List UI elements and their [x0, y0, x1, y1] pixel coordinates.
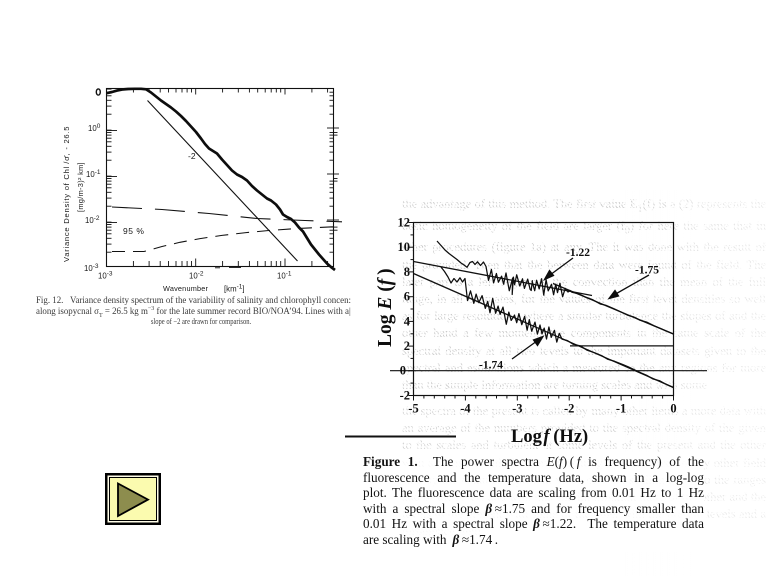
- svg-text:Log E (f ): Log E (f ): [375, 268, 396, 347]
- svg-text:-2: -2: [564, 402, 574, 416]
- svg-text:8: 8: [404, 265, 410, 279]
- svg-text:10-3: 10-3: [84, 263, 99, 273]
- svg-text:-2: -2: [188, 151, 196, 161]
- svg-text:2: 2: [404, 339, 410, 353]
- svg-text:-3: -3: [512, 402, 522, 416]
- svg-text:10-1: 10-1: [86, 169, 101, 179]
- svg-text:10-2: 10-2: [189, 271, 204, 281]
- svg-text:[mg/m-3)² km]: [mg/m-3)² km]: [76, 162, 85, 212]
- svg-text:4: 4: [404, 314, 411, 328]
- svg-text:[km-1]: [km-1]: [224, 284, 245, 294]
- svg-text:Log f (Hz): Log f (Hz): [511, 427, 588, 447]
- svg-text:-1.22: -1.22: [566, 247, 590, 259]
- svg-text:-1.74: -1.74: [479, 360, 503, 372]
- svg-text:-1: -1: [616, 402, 626, 416]
- svg-text:10: 10: [398, 240, 411, 254]
- svg-text:0: 0: [400, 364, 406, 378]
- svg-text:-5: -5: [408, 402, 418, 416]
- svg-text:-4: -4: [460, 402, 471, 416]
- svg-text:10-1: 10-1: [277, 271, 292, 281]
- svg-text:-2: -2: [400, 389, 410, 403]
- svg-text:100: 100: [88, 123, 101, 133]
- svg-text:6: 6: [404, 290, 410, 304]
- svg-text:10-2: 10-2: [85, 215, 100, 225]
- svg-text:0: 0: [670, 402, 676, 416]
- svg-text:10-3: 10-3: [98, 271, 113, 281]
- svg-text:Variance Density of Chl /σ̄: Variance Density of Chl /σ̄, - 26.5: [62, 126, 71, 262]
- svg-text:-1.75: -1.75: [635, 265, 659, 277]
- svg-text:95 %: 95 %: [123, 226, 144, 236]
- svg-text:Wavenumber: Wavenumber: [163, 284, 208, 293]
- svg-text:12: 12: [398, 216, 411, 230]
